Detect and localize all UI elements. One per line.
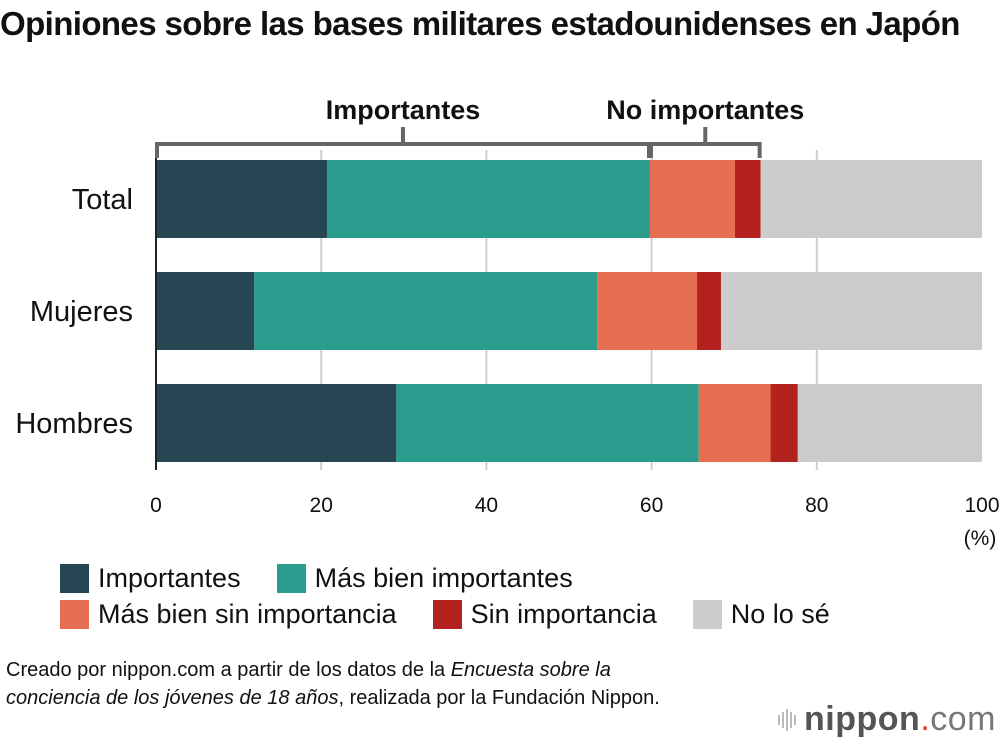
legend-label: Importantes	[98, 562, 241, 593]
legend-item-mas-bien-sin-importancia: Más bien sin importancia	[60, 599, 397, 630]
source-survey-name: Encuesta sobre la conciencia de los jóve…	[6, 659, 611, 709]
source-note: Creado por nippon.com a partir de los da…	[6, 656, 706, 712]
x-tick-label: 0	[150, 494, 162, 517]
legend-item-mas-bien-importantes: Más bien importantes	[276, 562, 573, 594]
x-tick-label: 80	[805, 494, 828, 517]
x-tick-label: 40	[475, 494, 498, 517]
bracket-line	[155, 142, 651, 158]
legend-item-sin-importancia: Sin importancia	[432, 598, 657, 630]
legend-swatch	[60, 563, 89, 593]
bar-segment	[156, 272, 255, 350]
bar-segment	[326, 160, 650, 238]
bracket-label: Importantes	[326, 95, 481, 125]
category-label: Hombres	[15, 408, 133, 440]
legend-label: Más bien sin importancia	[98, 598, 397, 629]
bar-segment	[254, 272, 598, 350]
bracket-label: No importantes	[606, 95, 804, 125]
legend-label: No lo sé	[730, 598, 830, 629]
legend: Importantes Más bien importantes Más bie…	[60, 560, 990, 632]
legend-swatch	[276, 563, 306, 593]
chart-title: Opiniones sobre las bases militares esta…	[0, 5, 960, 42]
category-label: Mujeres	[30, 296, 133, 328]
category-label: Total	[72, 184, 133, 216]
bar-segment	[698, 384, 771, 462]
bar-segment	[735, 160, 761, 238]
bar-segment	[720, 272, 982, 350]
bar-segment	[797, 384, 982, 462]
source-text-1: Creado por nippon.com a partir de los da…	[6, 659, 451, 681]
bar-segment	[156, 384, 397, 462]
nippon-logo: nippon. com	[778, 700, 996, 739]
legend-row-1: Importantes Más bien importantes	[60, 560, 990, 596]
legend-row-2: Más bien sin importancia Sin importancia…	[60, 596, 990, 632]
legend-item-importantes: Importantes	[60, 563, 241, 594]
bar-segment	[396, 384, 699, 462]
logo-name: nippon	[804, 700, 921, 738]
x-tick-label: 100	[964, 494, 999, 517]
logo-tld: com	[930, 700, 996, 738]
x-tick-label: 60	[640, 494, 663, 517]
bar-segment	[156, 160, 327, 238]
bar-segment	[760, 160, 982, 238]
legend-label: Más bien importantes	[314, 562, 573, 593]
logo-dot: .	[920, 700, 931, 738]
legend-swatch	[692, 599, 722, 629]
source-text-2: , realizada por la Fundación Nippon.	[338, 687, 660, 709]
legend-swatch	[432, 599, 462, 629]
bracket-line	[648, 142, 762, 158]
bar-segment	[649, 160, 736, 238]
stacked-bar-chart: Total Mujeres Hombres 0 20 40 60 80 100 (%) Import…	[15, 95, 999, 550]
bar-segment	[697, 272, 721, 350]
legend-label: Sin importancia	[470, 598, 657, 629]
legend-item-no-lo-se: No lo sé	[692, 598, 830, 630]
bar-segment	[770, 384, 798, 462]
logo-bars-icon	[778, 708, 797, 731]
x-unit-label: (%)	[964, 527, 997, 550]
bar-segment	[597, 272, 698, 350]
legend-swatch	[60, 599, 89, 629]
x-tick-label: 20	[310, 494, 333, 517]
